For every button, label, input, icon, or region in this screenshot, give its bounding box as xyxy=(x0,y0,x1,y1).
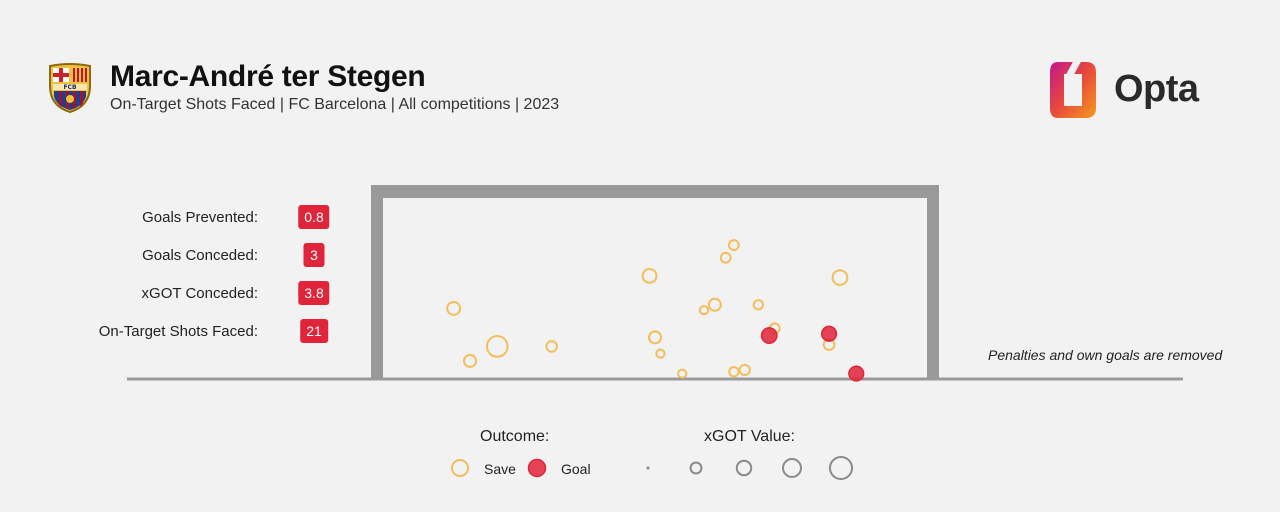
save-shot-marker xyxy=(698,305,710,316)
save-shot-marker xyxy=(647,330,663,345)
stat-badge: 3 xyxy=(303,243,325,267)
stat-label: Goals Conceded: xyxy=(142,247,258,264)
page-subtitle: On-Target Shots Faced | FC Barcelona | A… xyxy=(110,96,560,113)
save-shot-marker xyxy=(752,299,765,311)
goal-shot-marker xyxy=(820,325,838,342)
stat-badge: 0.8 xyxy=(298,205,330,229)
opta-logo-text: Opta xyxy=(1114,68,1199,110)
stat-label: On-Target Shots Faced: xyxy=(98,323,258,340)
save-shot-marker xyxy=(677,368,688,379)
save-shot-marker xyxy=(655,348,666,359)
goal-shot-marker xyxy=(848,365,865,382)
legend-xgot-size-marker xyxy=(782,458,802,478)
legend-save-marker xyxy=(451,459,469,477)
stat-badge: 21 xyxy=(300,319,328,343)
opta-logo: Opta xyxy=(1048,58,1218,122)
stat-badge: 3.8 xyxy=(298,281,330,305)
opta-logo-icon xyxy=(1050,60,1096,118)
save-shot-marker xyxy=(831,269,849,286)
stat-label: Goals Prevented: xyxy=(142,209,258,226)
save-shot-marker xyxy=(728,366,740,378)
legend-save-label: Save xyxy=(484,461,516,477)
crossbar xyxy=(371,185,939,198)
legend-xgot-size-marker xyxy=(828,455,854,481)
legend-goal-label: Goal xyxy=(561,461,591,477)
save-shot-marker xyxy=(707,297,722,312)
legend-xgot-size-marker xyxy=(646,466,650,470)
right-post xyxy=(927,185,939,379)
stat-label: xGOT Conceded: xyxy=(141,285,258,302)
save-shot-marker xyxy=(727,239,740,251)
header: FCB Marc-André ter Stegen On-Target Shot… xyxy=(46,58,1246,128)
page-title: Marc-André ter Stegen xyxy=(110,60,426,93)
save-shot-marker xyxy=(463,353,478,368)
footnote: Penalties and own goals are removed xyxy=(988,347,1223,363)
save-shot-marker xyxy=(545,340,558,353)
legend-xgot-size-marker xyxy=(735,459,753,477)
fc-barcelona-crest-icon: FCB xyxy=(49,63,91,114)
stat-xgot-conceded: xGOT Conceded: 3.8 xyxy=(40,281,340,307)
stat-goals-prevented: Goals Prevented: 0.8 xyxy=(40,205,340,231)
legend-outcome-title: Outcome: xyxy=(480,428,550,445)
crest-letters: FCB xyxy=(63,84,77,91)
stats-panel: Goals Prevented: 0.8 Goals Conceded: 3 x… xyxy=(40,200,360,350)
save-shot-marker xyxy=(446,300,462,316)
save-shot-marker xyxy=(485,335,509,358)
legend-xgot-size-marker xyxy=(689,461,703,475)
legend-xgot-title: xGOT Value: xyxy=(704,428,795,445)
save-shot-marker xyxy=(641,267,658,284)
save-shot-marker xyxy=(738,363,751,377)
save-shot-marker xyxy=(719,251,732,264)
goal-shot-marker xyxy=(760,327,778,345)
left-post xyxy=(371,185,383,379)
stat-shots-faced: On-Target Shots Faced: 21 xyxy=(40,319,340,345)
stat-goals-conceded: Goals Conceded: 3 xyxy=(40,243,340,269)
legend-goal-marker xyxy=(527,458,547,478)
